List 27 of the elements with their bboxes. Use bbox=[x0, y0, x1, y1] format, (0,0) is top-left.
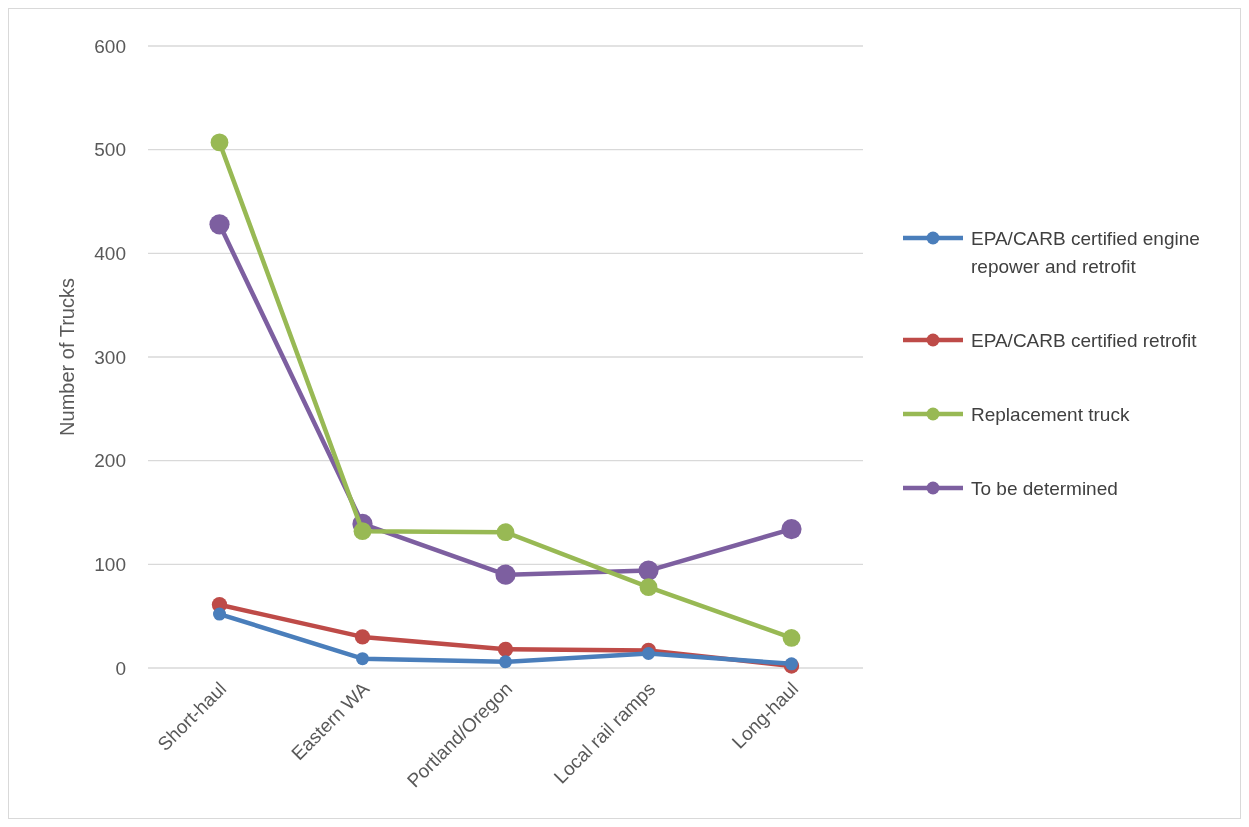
point bbox=[638, 560, 659, 581]
point bbox=[496, 523, 515, 542]
y-tick-label: 200 bbox=[94, 450, 126, 472]
point bbox=[782, 629, 801, 647]
legend-label: To be determined bbox=[971, 477, 1118, 499]
y-tick-label: 300 bbox=[94, 346, 126, 368]
y-tick-label: 400 bbox=[94, 242, 126, 264]
point bbox=[495, 564, 516, 585]
point bbox=[642, 646, 655, 660]
y-axis-title: Number of Trucks bbox=[56, 278, 78, 436]
legend-label: EPA/CARB certified engine repower and retrofit bbox=[971, 227, 1200, 277]
point bbox=[781, 518, 802, 540]
legend-label: Replacement truck bbox=[971, 403, 1130, 425]
point bbox=[639, 578, 658, 597]
y-tick-label: 600 bbox=[94, 35, 126, 57]
point bbox=[354, 629, 371, 645]
point bbox=[356, 652, 369, 666]
point bbox=[210, 133, 229, 152]
point bbox=[209, 214, 230, 235]
point bbox=[353, 522, 372, 541]
y-tick-label: 100 bbox=[94, 553, 126, 575]
legend-label: EPA/CARB certified retrofit bbox=[971, 329, 1198, 351]
y-tick-label: 0 bbox=[115, 657, 126, 679]
point bbox=[213, 607, 226, 621]
y-tick-label: 500 bbox=[94, 139, 126, 161]
point bbox=[499, 655, 512, 669]
point bbox=[497, 641, 514, 658]
